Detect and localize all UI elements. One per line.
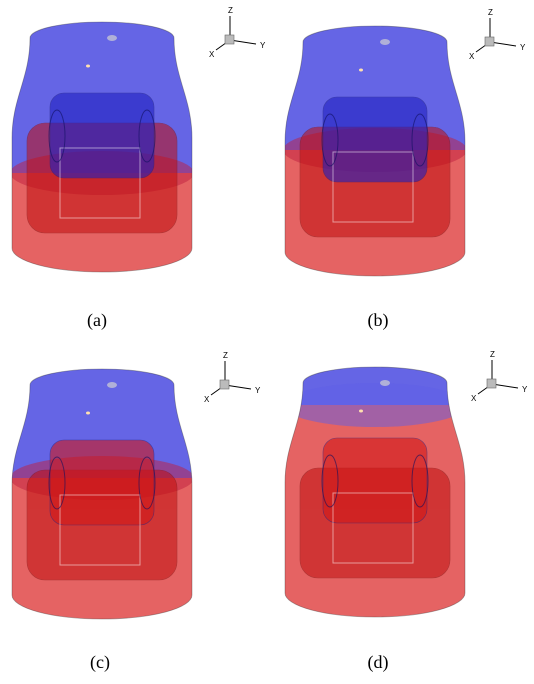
panel: [275, 363, 475, 643]
panel: [2, 18, 202, 298]
small-port: [359, 410, 363, 413]
body: [2, 18, 202, 298]
axis-label: Y: [522, 385, 528, 394]
triad-cube: [220, 380, 229, 389]
panel: [275, 22, 475, 302]
inner-cylinder: [50, 440, 154, 525]
figure: Z Y X (a) Z Y X (b) Z Y X (c) Z Y X (d): [0, 0, 534, 684]
axis-triad: Z Y X: [469, 8, 526, 61]
top-port: [107, 35, 117, 41]
body: [275, 22, 475, 302]
axis-label: Z: [488, 8, 493, 17]
inner-cylinder: [50, 93, 154, 178]
axis-label: Y: [260, 41, 266, 50]
inner-cylinder: [323, 97, 427, 182]
axis-label: Z: [228, 6, 233, 15]
small-port: [86, 65, 90, 68]
axis-label: Z: [490, 350, 495, 359]
small-port: [359, 69, 363, 72]
axis-label: Y: [520, 43, 526, 52]
panel-label: (d): [368, 652, 389, 673]
small-port: [86, 412, 90, 415]
axis-triad: Z Y X: [471, 350, 528, 403]
panel-label: (a): [87, 310, 107, 331]
top-port: [380, 39, 390, 45]
axis-label: X: [471, 394, 477, 403]
inner-cylinder: [323, 438, 427, 523]
top-port: [107, 382, 117, 388]
interface: [283, 383, 467, 427]
panel-label: (c): [90, 652, 110, 673]
body: [275, 363, 475, 643]
axis-triad: Z Y X: [209, 6, 266, 59]
triad-cube: [485, 37, 494, 46]
axis-label: X: [209, 50, 215, 59]
triad-cube: [225, 35, 234, 44]
axis-label: Y: [255, 386, 261, 395]
panel-label: (b): [368, 310, 389, 331]
body: [2, 365, 202, 645]
panel: [2, 365, 202, 645]
triad-cube: [487, 379, 496, 388]
axis-label: Z: [223, 351, 228, 360]
axis-label: X: [469, 52, 475, 61]
axis-triad: Z Y X: [204, 351, 261, 404]
axis-label: X: [204, 395, 210, 404]
top-port: [380, 380, 390, 386]
